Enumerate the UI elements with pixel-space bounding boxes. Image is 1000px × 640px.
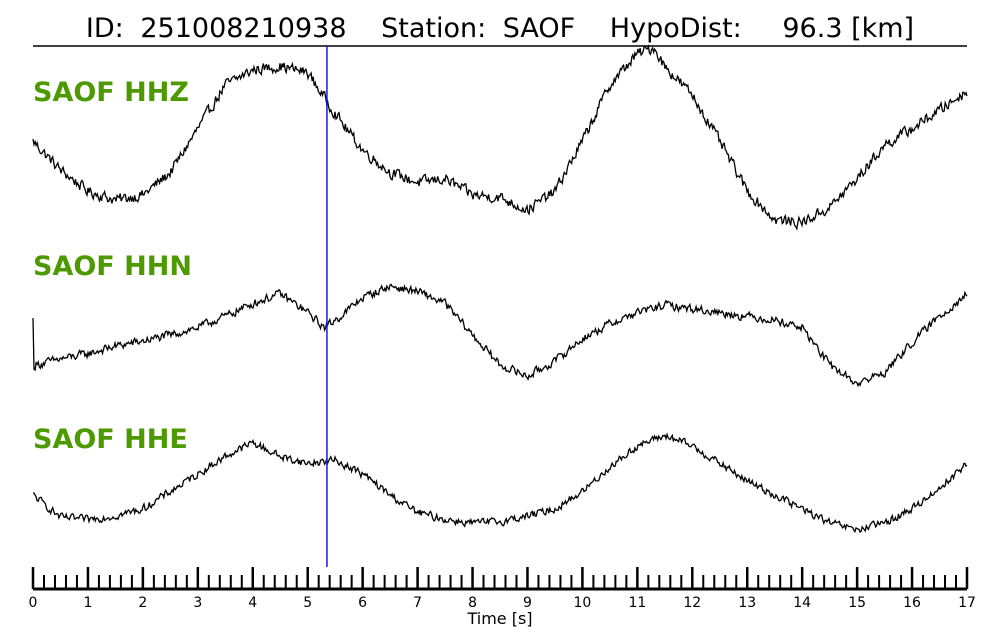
x-tick-label: 12 <box>683 595 701 611</box>
chart-title: ID: 251008210938 Station: SAOF HypoDist:… <box>86 13 914 44</box>
hypodist-label: HypoDist: <box>610 13 742 44</box>
trace-hhz <box>32 44 968 231</box>
x-tick-label: 0 <box>29 595 38 611</box>
x-tick-label: 5 <box>303 595 312 611</box>
channel-label-hhn: SAOF HHN <box>33 251 192 282</box>
x-tick-label: 3 <box>193 595 202 611</box>
station-label: Station: <box>381 13 486 44</box>
hypodist-value: 96.3 [km] <box>782 13 914 44</box>
x-tick-label: 11 <box>628 595 646 611</box>
x-tick-label: 15 <box>848 595 866 611</box>
time-axis-title: Time [s] <box>466 609 532 628</box>
x-tick-label: 7 <box>413 595 422 611</box>
time-axis-tick-labels: 0 1 2 3 4 5 6 7 8 9 10 11 12 13 14 15 16 17 <box>29 595 976 611</box>
x-tick-label: 9 <box>523 595 532 611</box>
station-value: SAOF <box>503 13 575 44</box>
trace-hhe <box>33 432 968 533</box>
x-tick-label: 8 <box>468 595 477 611</box>
traces-layer <box>32 44 968 533</box>
channel-label-hhz: SAOF HHZ <box>33 77 189 108</box>
time-axis-ticks <box>31 567 969 589</box>
time-axis: 0 1 2 3 4 5 6 7 8 9 10 11 12 13 14 15 16 17 Time [s] <box>29 567 976 628</box>
x-tick-label: 2 <box>138 595 147 611</box>
trace-hhn <box>32 283 968 388</box>
x-tick-label: 13 <box>738 595 756 611</box>
x-tick-label: 10 <box>573 595 591 611</box>
x-tick-label: 16 <box>903 595 921 611</box>
id-value: 251008210938 <box>140 13 346 44</box>
x-tick-label: 4 <box>248 595 257 611</box>
x-tick-label: 14 <box>793 595 811 611</box>
id-label: ID: <box>86 13 124 44</box>
x-tick-label: 17 <box>958 595 976 611</box>
channel-label-hhe: SAOF HHE <box>33 424 188 455</box>
x-tick-label: 1 <box>83 595 92 611</box>
x-tick-label: 6 <box>358 595 367 611</box>
